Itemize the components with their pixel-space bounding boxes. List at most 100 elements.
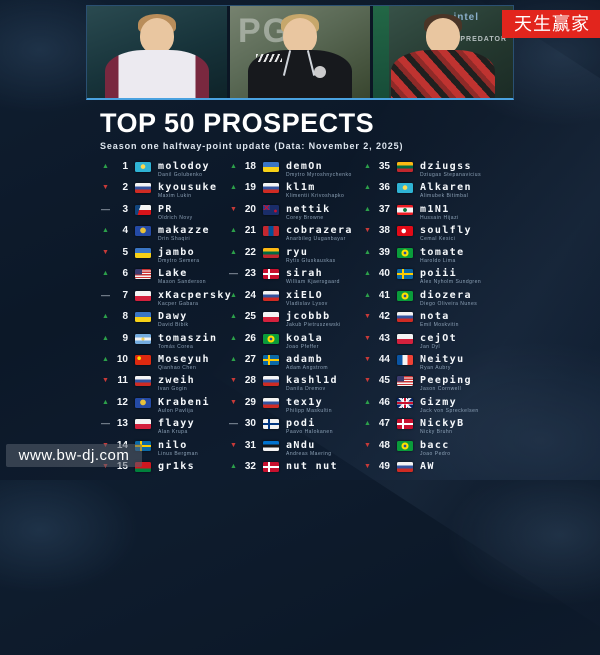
player-realname: Hussain Hijazi <box>420 214 459 221</box>
player-realname: Jason Cornwell <box>420 386 462 393</box>
player-photo-right: intel PREDATOR <box>373 6 513 98</box>
flag-ru-icon <box>263 397 279 408</box>
flag-kz-icon <box>135 162 151 172</box>
trend-same-icon: — <box>229 268 238 279</box>
prospect-row: ▲ 39 tomate Haroldo Lima <box>362 246 492 267</box>
player-nickname: poiii <box>420 268 458 280</box>
player-nickname: sirah <box>286 268 324 280</box>
rank-number: 29 <box>244 396 256 408</box>
bottom-left-watermark: www.bw-dj.com <box>6 444 142 467</box>
trend-down-icon: ▼ <box>364 334 371 342</box>
rank-number: 23 <box>244 268 256 280</box>
player-nickname: Alkaren <box>420 182 472 194</box>
prospect-row: ▲ 12 Krabeni Aulon Pavlija <box>100 396 230 417</box>
player-nickname: Gizmy <box>420 396 458 408</box>
flag-ua-icon <box>135 312 151 323</box>
trend-up-icon: ▲ <box>102 270 109 278</box>
player-realname: Aulon Pavlija <box>158 407 194 414</box>
prospect-row: ▲ 21 cobrazera Anarbileg Uuganbayar <box>228 224 358 245</box>
rank-number: 39 <box>378 246 390 258</box>
prospect-row: — 23 sirah William Kjaersgaard <box>228 267 358 288</box>
player-name-block: bacc Joao Pedro <box>420 440 451 457</box>
player-nickname: bacc <box>420 439 450 451</box>
player-name-block: tomaszin Tomás Corea <box>158 333 217 350</box>
player-realname: Cemal Kesici <box>420 236 456 243</box>
player-nickname: tomaszin <box>158 332 218 344</box>
trend-up-icon: ▲ <box>102 163 109 170</box>
flag-br-icon <box>397 247 413 258</box>
rank-number: 49 <box>378 461 390 473</box>
player-realname: Rytis Gluskauskas <box>286 257 336 264</box>
rank-number: 38 <box>378 225 390 237</box>
player-name-block: kashl1d Danila Dremov <box>286 375 338 392</box>
trend-down-icon: ▼ <box>364 463 371 471</box>
player-name-block: cejOt Jan Dyl <box>420 333 457 350</box>
rank-number: 5 <box>122 246 128 258</box>
prospect-row: ▼ 11 zweih Ivan Gogin <box>100 374 230 395</box>
rank-number: 10 <box>116 353 128 365</box>
player-realname: Qianhao Chen <box>158 364 197 371</box>
prospect-row: — 3 PR Oldrich Novy <box>100 203 230 224</box>
trend-down-icon: ▼ <box>364 355 371 363</box>
player-nickname: ryu <box>286 246 309 258</box>
trend-up-icon: ▲ <box>364 205 371 213</box>
player-realname: Jan Dyl <box>420 343 441 350</box>
rank-number: 28 <box>244 375 256 387</box>
player-nickname: PR <box>158 203 173 215</box>
player-realname: William Kjaersgaard <box>286 279 340 286</box>
trend-down-icon: ▼ <box>364 227 371 235</box>
list-column-1: ▲ 1 molodoy Danil Golubenko ▼ 2 kyousuke Maxim … <box>100 160 231 482</box>
player-name-block: aNdu Andreas Maering <box>286 440 332 457</box>
flag-by-icon <box>135 462 151 473</box>
rank-number: 46 <box>378 396 390 408</box>
player-nickname: m1N1 <box>420 203 450 215</box>
prospect-row: ▼ 49 AW <box>362 460 492 481</box>
player-realname: Jakub Pietruszewski <box>286 322 341 329</box>
prospect-row: ▼ 29 tex1y Philipp Maskultin <box>228 396 358 417</box>
intel-logo-text: intel <box>453 12 479 23</box>
flag-lb-icon <box>397 204 413 215</box>
flag-pl-icon <box>397 333 413 344</box>
rank-number: 11 <box>117 375 128 387</box>
flag-fi-icon <box>263 419 279 430</box>
prospect-row: ▼ 42 nota Emil Moskvitin <box>362 310 492 331</box>
player-name-block: kyousuke Maxim Lukin <box>158 182 217 199</box>
trend-down-icon: ▼ <box>230 441 237 449</box>
flag-ua-icon <box>263 162 279 172</box>
player-nickname: zweih <box>158 375 196 387</box>
player-realname: Emil Moskvitin <box>420 322 459 329</box>
flag-ru-icon <box>263 183 279 194</box>
player-nickname: tex1y <box>286 396 324 408</box>
flag-br-icon <box>397 440 413 451</box>
flag-ru-icon <box>135 376 151 387</box>
flag-lt-icon <box>397 162 413 172</box>
player-realname: Dmytro Myroshnychenko <box>286 172 352 178</box>
trend-up-icon: ▲ <box>364 270 371 278</box>
player-realname: Nicky Bruhn <box>420 429 453 436</box>
flag-ru-icon <box>397 312 413 323</box>
rank-number: 13 <box>116 418 128 430</box>
player-nickname: Lake <box>158 268 188 280</box>
player-realname: Adam Angstrom <box>286 364 329 371</box>
rank-number: 1 <box>122 161 128 172</box>
rank-number: 40 <box>378 268 390 280</box>
trend-up-icon: ▲ <box>230 463 237 471</box>
player-name-block: Neityu Ryan Aubry <box>420 354 465 371</box>
prospect-row: ▼ 5 jambo Dmytro Semera <box>100 246 230 267</box>
player-realname: Diego Oliveira Nunes <box>420 300 478 307</box>
flag-ru-icon <box>135 183 151 194</box>
player-nickname: nettik <box>286 203 331 215</box>
page-subtitle: Season one halfway-point update (Data: N… <box>100 141 404 151</box>
player-nickname: NickyB <box>420 418 465 430</box>
player-nickname: cobrazera <box>286 225 353 237</box>
prospect-row: ▲ 8 Dawy David Bibik <box>100 310 230 331</box>
flag-mn-icon <box>263 226 279 237</box>
title-block: TOP 50 PROSPECTS Season one halfway-poin… <box>100 108 403 151</box>
trend-same-icon: — <box>101 203 110 214</box>
player-realname: Tomás Corea <box>158 343 194 350</box>
player-realname: Maxim Lukin <box>158 193 192 200</box>
player-name-block: Dawy David Bibik <box>158 311 189 328</box>
player-head <box>426 18 460 54</box>
player-realname: Haroldo Lima <box>420 257 456 264</box>
prospect-row: ▲ 25 jcobbb Jakub Pietruszewski <box>228 310 358 331</box>
